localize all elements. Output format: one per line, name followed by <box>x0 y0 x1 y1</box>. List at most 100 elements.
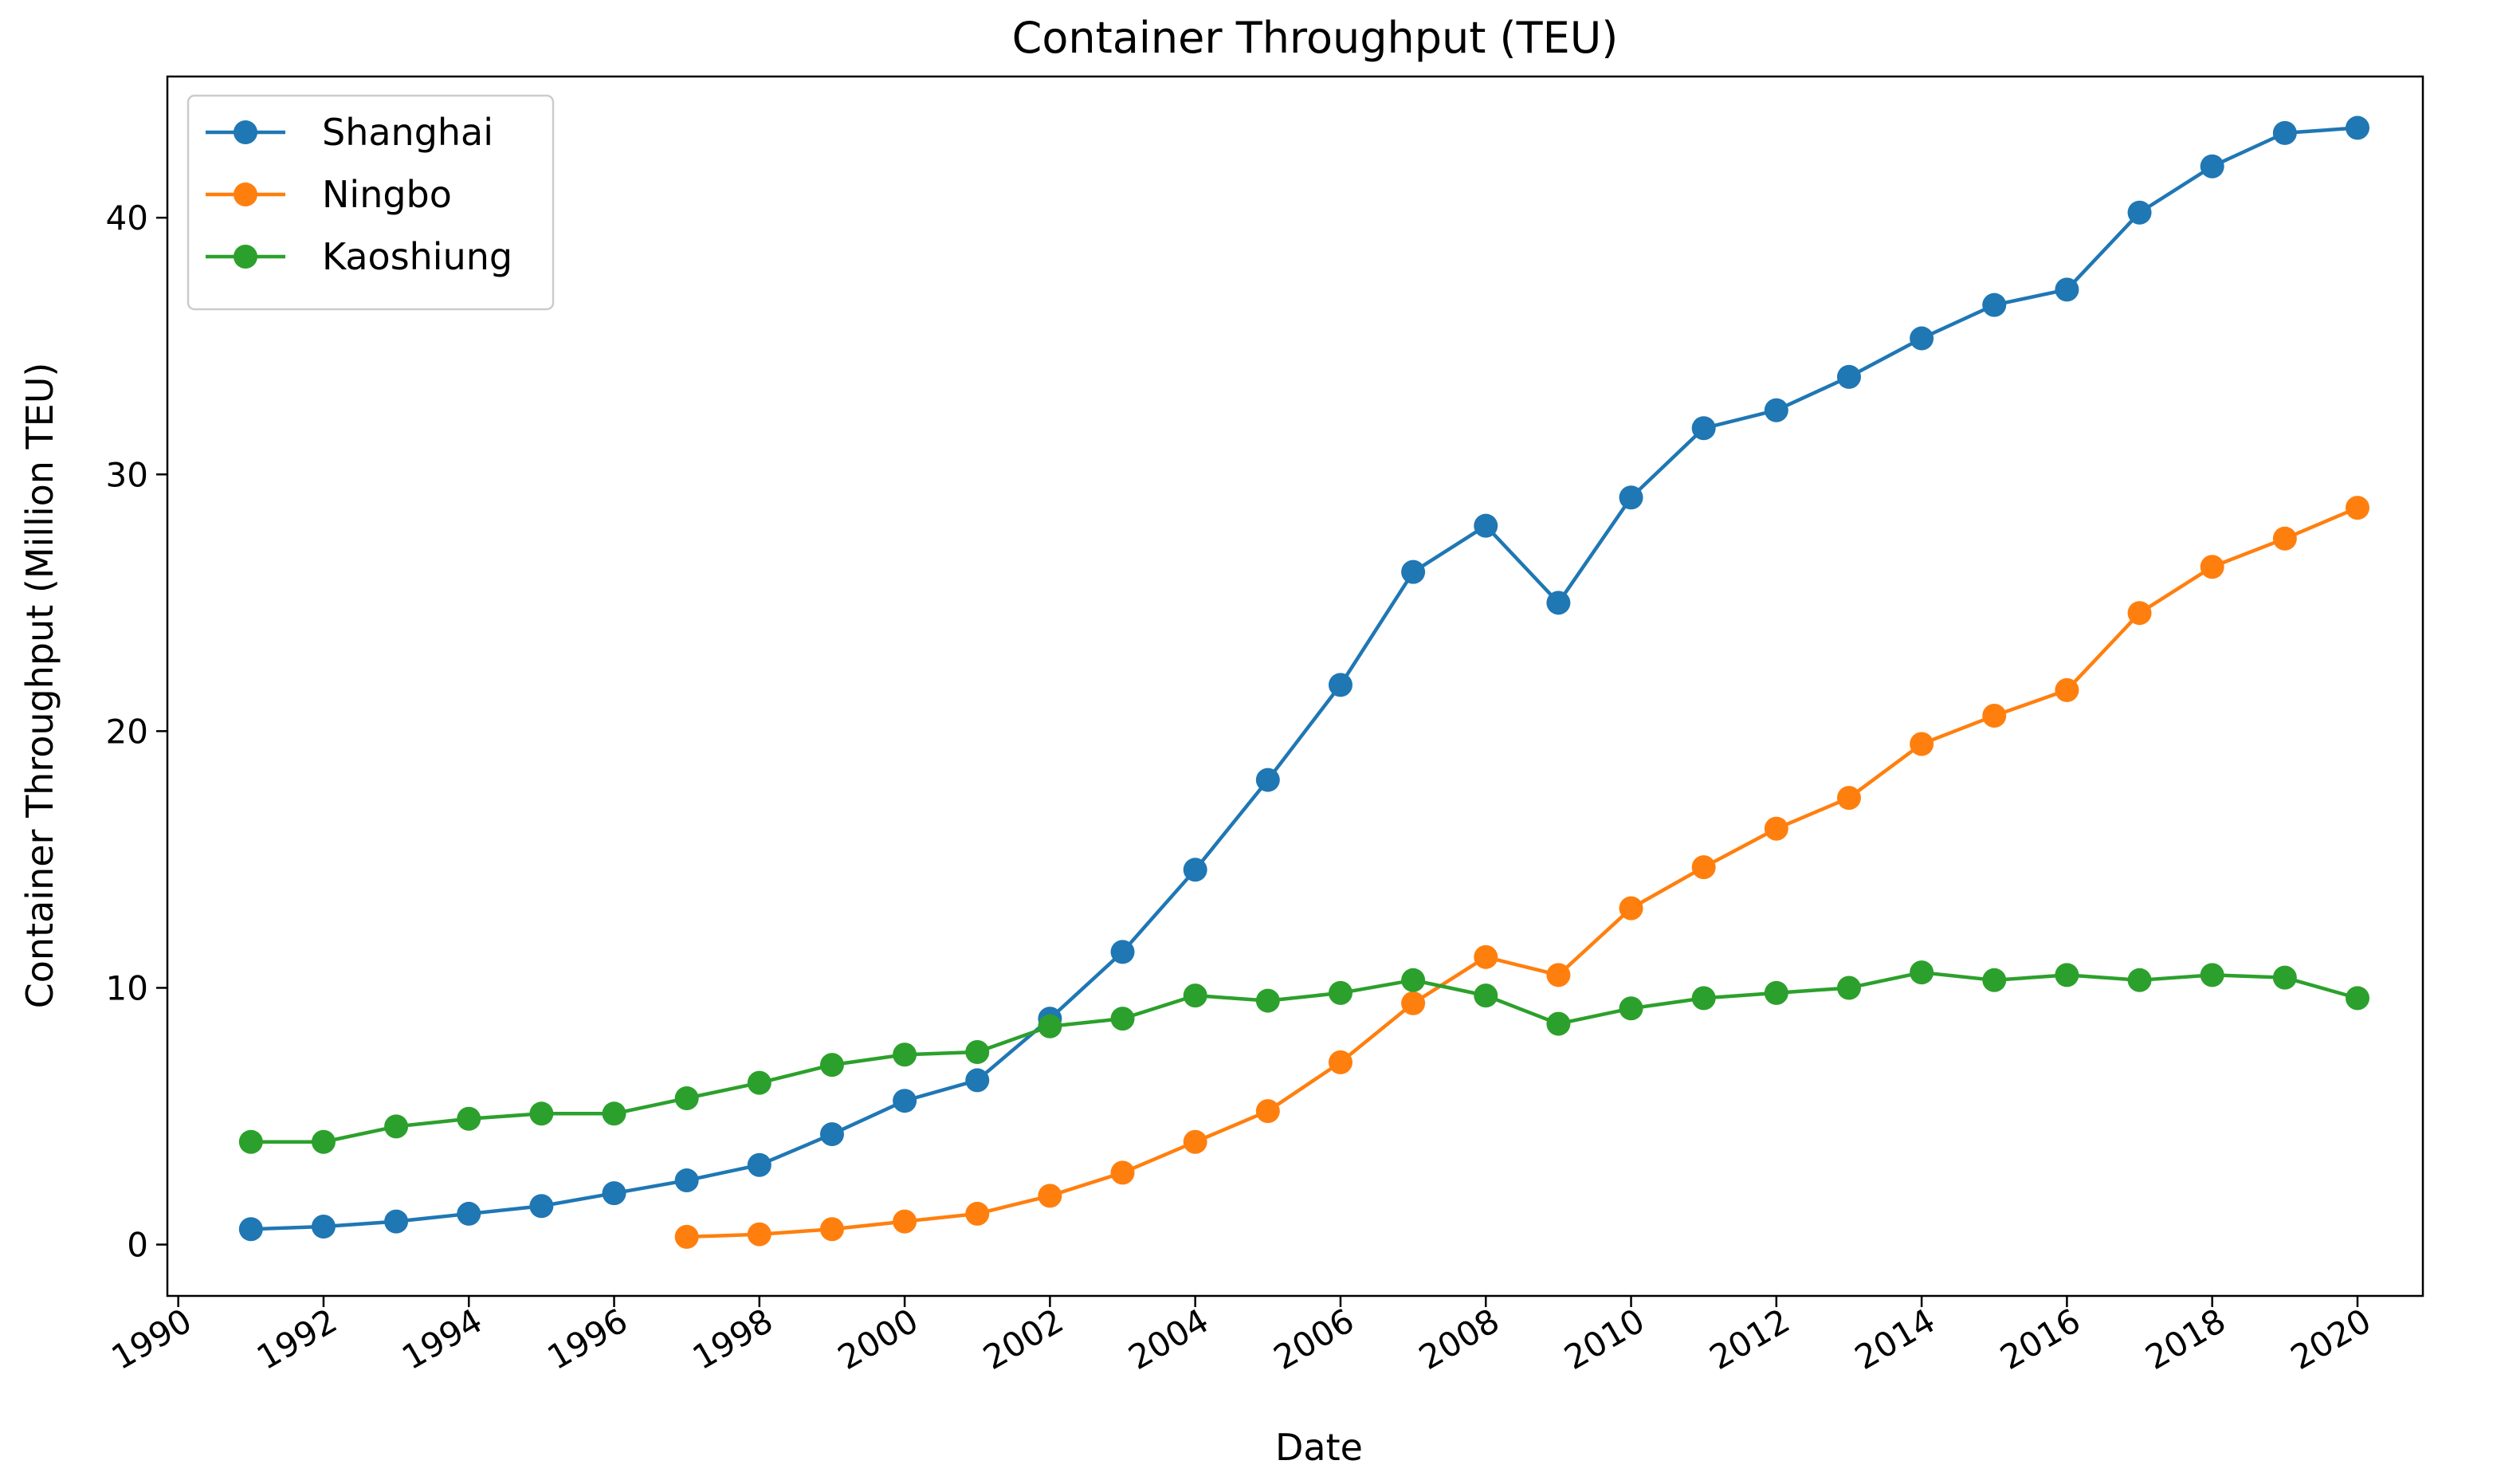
data-point <box>1110 940 1135 964</box>
data-point <box>2272 120 2297 145</box>
data-point <box>1038 1014 1062 1038</box>
data-point <box>747 1070 771 1095</box>
data-point <box>965 1068 990 1093</box>
legend-label: Ningbo <box>322 173 452 216</box>
data-point <box>2345 986 2369 1011</box>
data-point <box>893 1042 917 1067</box>
data-point <box>529 1101 554 1126</box>
data-point <box>1474 944 1498 969</box>
data-point <box>1982 292 2007 317</box>
data-point <box>1764 398 1788 422</box>
data-point <box>1691 986 1716 1011</box>
data-point <box>1474 513 1498 538</box>
data-point <box>1255 768 1280 792</box>
data-point <box>747 1152 771 1177</box>
data-point <box>2200 963 2224 987</box>
data-point <box>819 1122 844 1147</box>
data-point <box>1183 1129 1207 1154</box>
data-point <box>1110 1007 1135 1031</box>
data-point <box>2345 496 2369 520</box>
data-point <box>2200 154 2224 179</box>
data-point <box>1619 896 1643 921</box>
y-tick-label: 40 <box>106 198 148 238</box>
y-tick-label: 20 <box>106 712 148 751</box>
data-point <box>602 1181 626 1206</box>
data-point <box>674 1086 699 1110</box>
series-line <box>250 126 2358 1231</box>
data-point <box>1255 1099 1280 1124</box>
data-point <box>1836 976 1861 1000</box>
data-point <box>2127 200 2152 225</box>
data-point <box>674 1168 699 1193</box>
data-point <box>1401 991 1426 1015</box>
data-point <box>1474 983 1498 1008</box>
data-point <box>2055 963 2079 987</box>
data-point <box>1401 559 1426 584</box>
data-point <box>457 1201 481 1226</box>
data-point <box>1183 858 1207 882</box>
x-axis-label: Date <box>1275 1426 1363 1469</box>
data-point <box>1764 816 1788 841</box>
data-point <box>384 1209 409 1234</box>
y-tick-label: 10 <box>106 968 148 1007</box>
data-point <box>1546 963 1571 987</box>
data-point <box>893 1209 917 1234</box>
data-point <box>238 1129 263 1154</box>
data-point <box>1038 1184 1062 1208</box>
series-ningbo <box>674 496 2369 1249</box>
data-point <box>965 1040 990 1064</box>
legend-item-kaoshiung: Kaoshiung <box>206 235 512 278</box>
data-point <box>1328 1050 1353 1074</box>
data-point <box>2127 968 2152 992</box>
data-point <box>1546 591 1571 615</box>
data-point <box>1546 1011 1571 1036</box>
data-point <box>747 1222 771 1246</box>
data-point <box>1619 485 1643 510</box>
data-point <box>2345 116 2369 140</box>
data-point <box>1836 364 1861 389</box>
data-point <box>1982 968 2007 992</box>
series-kaoshiung <box>238 960 2369 1154</box>
legend-marker <box>234 183 257 206</box>
data-point <box>2272 965 2297 990</box>
data-point <box>819 1053 844 1078</box>
data-point <box>1910 732 1934 756</box>
data-point <box>2200 555 2224 579</box>
legend-label: Shanghai <box>322 111 493 154</box>
data-point <box>529 1194 554 1219</box>
plot-frame <box>166 75 2424 1298</box>
data-point <box>1910 960 1934 985</box>
data-point <box>1836 786 1861 811</box>
series-line <box>250 970 2358 1144</box>
data-point <box>1691 855 1716 880</box>
data-point <box>1183 983 1207 1008</box>
data-point <box>2127 601 2152 626</box>
data-point <box>602 1101 626 1126</box>
data-point <box>384 1114 409 1139</box>
data-point <box>311 1129 336 1154</box>
data-point <box>1328 980 1353 1005</box>
data-point <box>1764 980 1788 1005</box>
data-point <box>2272 526 2297 551</box>
data-point <box>1328 673 1353 697</box>
data-point <box>1910 326 1934 351</box>
data-point <box>311 1215 336 1239</box>
data-point <box>1110 1160 1135 1185</box>
legend-marker <box>234 120 257 144</box>
data-point <box>965 1201 990 1226</box>
data-point <box>1691 416 1716 441</box>
data-point <box>893 1089 917 1113</box>
legend-label: Kaoshiung <box>322 235 512 278</box>
legend-item-shanghai: Shanghai <box>206 111 493 154</box>
data-point <box>674 1224 699 1249</box>
y-axis-label: Container Throughput (Million TEU) <box>18 363 61 1009</box>
data-point <box>1255 988 1280 1013</box>
legend-item-ningbo: Ningbo <box>206 173 452 216</box>
data-point <box>457 1106 481 1131</box>
data-point <box>2055 277 2079 302</box>
data-point <box>2055 677 2079 702</box>
data-point <box>819 1217 844 1242</box>
y-tick-label: 30 <box>106 455 148 494</box>
legend-marker <box>234 245 257 269</box>
